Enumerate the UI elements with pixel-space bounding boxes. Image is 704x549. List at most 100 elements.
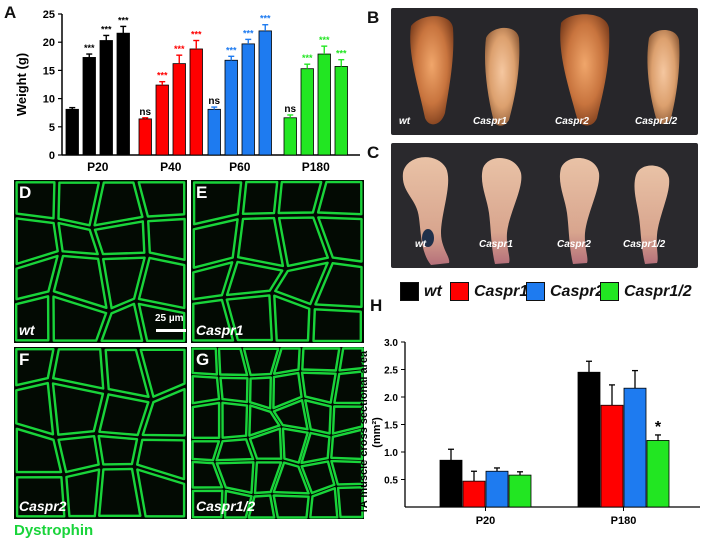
h-bar-P180-3 — [646, 440, 670, 508]
micrograph-label-caspr12: Caspr1/2 — [196, 498, 256, 514]
h-x-label-P180: P180 — [611, 515, 637, 527]
muscle-fibre — [248, 376, 273, 410]
bar-P60-3 — [258, 30, 272, 156]
muscle-fibre — [97, 434, 139, 466]
muscle-photo-panel-b: wt Caspr1 Caspr2 Caspr1/2 — [391, 8, 698, 135]
micrograph-label-caspr1: Caspr1 — [196, 322, 244, 338]
legend-item-caspr2: Caspr2 — [526, 282, 604, 301]
muscle-fibre — [300, 460, 336, 495]
muscle-fibre — [52, 254, 108, 310]
photo-c-label-caspr1: Caspr1 — [479, 239, 513, 250]
h-bar-P180-0 — [577, 371, 601, 508]
muscle-fibre — [338, 347, 364, 372]
muscle-fibre — [225, 260, 284, 297]
muscle-fibre — [191, 440, 221, 462]
significance-P180-0: ns — [284, 104, 296, 115]
muscle-fibre — [248, 427, 283, 460]
muscle-fibre — [15, 475, 66, 518]
muscle-fibre — [137, 181, 186, 218]
legend-item-caspr12: Caspr1/2 — [600, 282, 692, 301]
muscle-fibre — [139, 348, 186, 398]
muscle-fibre — [248, 404, 281, 437]
legend-label-wt: wt — [424, 282, 442, 300]
bar-P180-1 — [300, 68, 314, 156]
muscle-fibre — [57, 434, 100, 474]
muscle-fibre — [15, 381, 55, 436]
y-tick-label-1: 5 — [49, 122, 55, 134]
panel-label-f: F — [19, 350, 30, 369]
muscle-fibre — [191, 401, 221, 440]
significance-P20-1: *** — [84, 43, 95, 53]
muscle-fibre — [304, 399, 332, 435]
bar-P40-2 — [172, 63, 186, 156]
x-group-label-P20: P20 — [87, 160, 109, 174]
significance-P60-2: *** — [243, 28, 254, 38]
fibre-network — [192, 180, 363, 343]
bar-P20-0 — [65, 108, 79, 156]
muscle-fibre — [15, 217, 59, 266]
muscle-fibre — [97, 467, 142, 518]
muscle-fibre — [300, 431, 331, 465]
h-bar-P20-1 — [462, 480, 486, 508]
panel-label-h: H — [370, 296, 383, 315]
h-bar-P180-1 — [600, 404, 624, 508]
panel-label-b: B — [367, 8, 380, 27]
panel-label-c: C — [367, 143, 380, 162]
y-tick-label-3: 15 — [43, 65, 55, 77]
muscle-fibre — [215, 461, 255, 495]
muscle-fibre — [333, 370, 364, 405]
x-group-label-P40: P40 — [160, 160, 182, 174]
significance-P180-3: *** — [336, 49, 347, 59]
significance-P60-3: *** — [260, 14, 271, 24]
significance-P20-3: *** — [118, 15, 129, 25]
muscle-fibre — [274, 261, 329, 306]
bar-P180-0 — [283, 117, 297, 156]
muscle-fibre — [15, 427, 63, 474]
significance-P40-2: *** — [174, 44, 185, 54]
h-y-tick-label-1: 1.0 — [384, 448, 398, 459]
muscle-fibre — [57, 221, 99, 256]
muscle-fibre — [314, 261, 363, 309]
significance-P40-3: *** — [191, 30, 202, 40]
photo-b-label-caspr2: Caspr2 — [555, 116, 589, 127]
bar-P40-3 — [189, 48, 203, 156]
h-y-tick-label-3: 2.0 — [384, 393, 398, 404]
h-y-axis-title-line1: TA muscle cross sectional area — [360, 350, 370, 514]
leg-specimens-c — [402, 157, 670, 265]
panel-label-d: D — [19, 183, 32, 202]
leg-photo-panel-c: wt Caspr1 Caspr2 Caspr1/2 — [391, 143, 698, 268]
muscle-fibre — [104, 348, 150, 398]
photo-b-label-caspr12: Caspr1/2 — [635, 116, 678, 127]
muscle-fibre — [277, 216, 330, 268]
bar-P180-3 — [334, 66, 348, 156]
muscle-fibre — [101, 256, 146, 310]
stain-label: Dystrophin — [14, 522, 94, 539]
x-group-label-P60: P60 — [229, 160, 251, 174]
muscle-fibre — [93, 220, 146, 256]
y-tick-label-2: 10 — [43, 94, 55, 106]
h-y-tick-label-0: 0.5 — [384, 476, 398, 487]
legend-label-caspr12: Caspr1/2 — [624, 282, 692, 300]
muscle-fibre — [146, 217, 186, 262]
muscle-fibre — [191, 460, 224, 489]
weight-bar-chart: 0 5 10 15 20 25 Weight (g) *** *** *** P20 ns *** ***… — [14, 9, 360, 174]
fibre-network — [15, 348, 186, 518]
h-bar-P20-0 — [439, 459, 463, 508]
muscle-fibre — [331, 405, 364, 435]
bar-P60-0 — [207, 108, 221, 156]
significance-P40-1: *** — [157, 71, 168, 81]
legend-swatch-caspr2 — [526, 282, 545, 301]
micrograph-label-wt: wt — [19, 322, 35, 338]
muscle-fibre — [272, 371, 303, 410]
legend-item-wt: wt — [400, 282, 442, 301]
muscle-fibre — [277, 180, 323, 215]
muscle-fibre — [192, 218, 239, 269]
muscle-fibre — [15, 295, 50, 342]
muscle-fibre — [15, 254, 59, 301]
panel-label-a: A — [4, 3, 17, 22]
cross-section-bar-chart: 0.5 1.0 1.5 2.0 2.5 3.0 TA muscle cross sectio… — [360, 338, 700, 527]
muscle-fibre — [191, 489, 224, 519]
muscle-fibre — [191, 347, 219, 376]
significance-P20-2: *** — [101, 24, 112, 34]
muscle-fibre — [51, 382, 105, 436]
